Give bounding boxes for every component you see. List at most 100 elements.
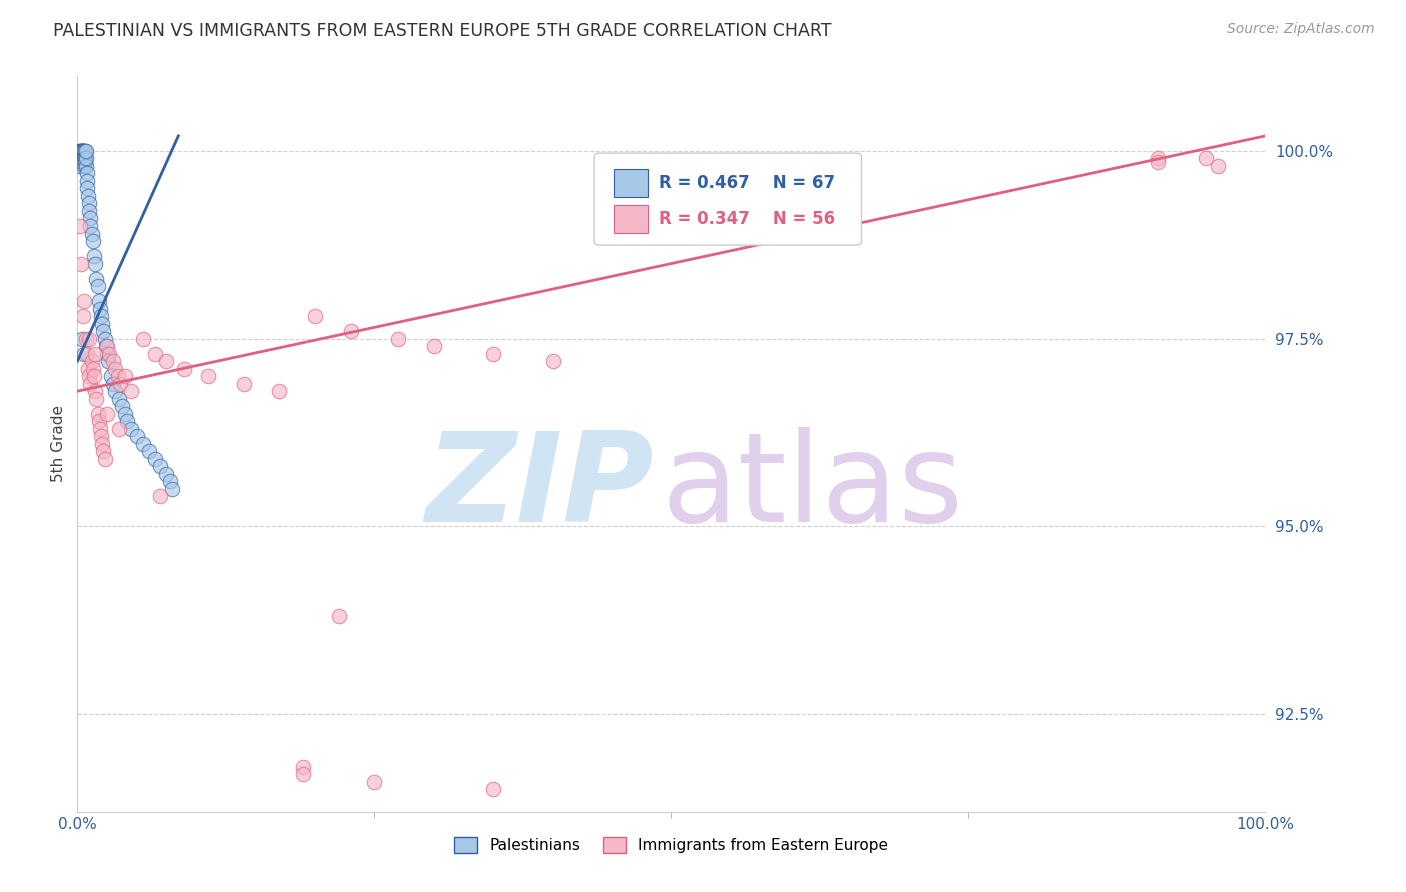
Point [70,144,93,158]
Point [91,317,114,331]
Point [77,204,100,219]
Point [98,346,121,360]
Point [73,294,96,309]
Point [93,324,115,338]
Point [89,422,111,436]
Point [72,147,94,161]
Point [87,414,110,428]
Text: PALESTINIAN VS IMMIGRANTS FROM EASTERN EUROPE 5TH GRADE CORRELATION CHART: PALESTINIAN VS IMMIGRANTS FROM EASTERN E… [53,22,832,40]
Point [69,144,91,158]
Text: R = 0.467    N = 67: R = 0.467 N = 67 [659,174,835,193]
Point [197,369,219,384]
Point [80,227,103,241]
Point [1147,155,1170,169]
Point [482,782,505,797]
Point [90,309,112,323]
Point [97,354,120,368]
Point [76,181,98,195]
Point [155,467,177,481]
Point [1206,159,1229,173]
Point [125,429,148,443]
Point [138,444,160,458]
Point [292,767,315,781]
Point [108,392,131,406]
FancyBboxPatch shape [614,204,648,233]
Point [76,346,98,360]
FancyBboxPatch shape [595,153,862,245]
Point [114,407,136,421]
Point [72,144,94,158]
Point [111,399,134,413]
Point [77,369,100,384]
Point [86,279,108,293]
Point [70,155,93,169]
Point [96,407,118,421]
Point [96,339,118,353]
Point [72,309,94,323]
Point [115,414,138,428]
Point [70,332,93,346]
Point [93,451,115,466]
Point [75,332,97,346]
Point [73,152,96,166]
Point [104,361,127,376]
Point [120,422,142,436]
Point [83,249,105,263]
Point [1147,152,1170,166]
Point [75,144,97,158]
Point [423,339,446,353]
Point [114,369,136,384]
Point [76,166,98,180]
Point [73,346,96,360]
Point [67,152,90,166]
Point [79,219,101,233]
Point [82,361,104,376]
Point [93,332,115,346]
Point [120,384,142,399]
Point [72,155,94,169]
Point [89,301,111,316]
Point [82,234,104,248]
Point [149,489,172,503]
Point [162,482,184,496]
Point [292,759,315,773]
Point [73,144,96,158]
Point [84,256,107,270]
Point [482,346,505,360]
Text: atlas: atlas [662,427,965,549]
Y-axis label: 5th Grade: 5th Grade [51,405,66,483]
Point [131,332,153,346]
Point [86,271,108,285]
Point [107,369,129,384]
Point [77,332,100,346]
Point [69,152,91,166]
Point [232,376,254,391]
Point [67,147,90,161]
Point [269,384,291,399]
Point [86,392,108,406]
Point [69,144,91,158]
Point [93,444,115,458]
Point [149,459,172,474]
Point [73,159,96,173]
Point [339,324,361,338]
Point [1195,152,1218,166]
FancyBboxPatch shape [614,169,648,197]
Point [77,361,100,376]
Point [143,346,166,360]
Point [69,159,91,173]
Point [69,144,91,158]
Point [143,451,166,466]
Point [100,369,122,384]
Point [77,196,100,211]
Point [73,144,96,158]
Point [86,407,108,421]
Point [90,429,112,443]
Point [83,369,105,384]
Point [363,774,385,789]
Point [70,256,93,270]
Point [77,189,100,203]
Point [87,294,110,309]
Point [108,422,131,436]
Point [80,354,103,368]
